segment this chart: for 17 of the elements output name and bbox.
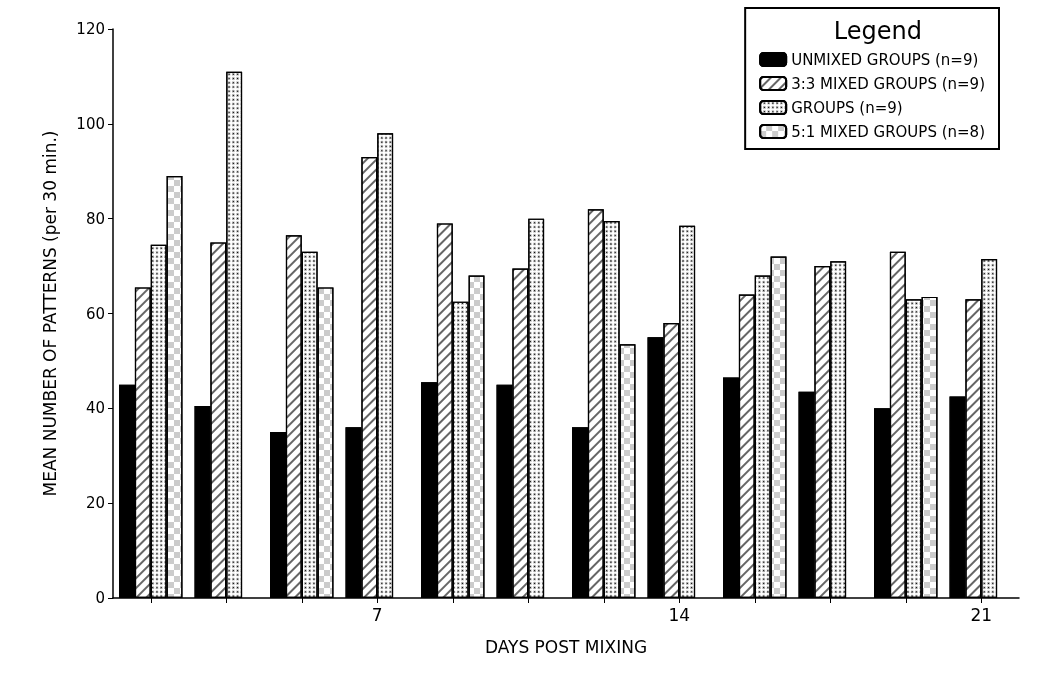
- legend-label: 5:1 MIXED GROUPS (n=8): [791, 122, 986, 141]
- x-tick-label: 7: [371, 604, 383, 625]
- x-tick-label: 14: [668, 604, 691, 625]
- x-axis-title: DAYS POST MIXING: [484, 636, 648, 657]
- legend-label: UNMIXED GROUPS (n=9): [791, 50, 979, 69]
- legend-label: 3:3 MIXED GROUPS (n=9): [791, 74, 986, 93]
- x-tick-label: 21: [970, 604, 993, 625]
- y-tick-label: 60: [85, 304, 105, 323]
- y-tick-label: 0: [95, 589, 105, 607]
- y-axis-title: MEAN NUMBER OF PATTERNS (per 30 min.): [39, 130, 60, 497]
- y-tick-label: 120: [76, 20, 105, 38]
- y-tick-label: 40: [85, 399, 105, 418]
- y-tick-label: 100: [76, 114, 105, 133]
- legend-title: Legend: [833, 17, 923, 45]
- y-tick-label: 80: [85, 209, 105, 228]
- y-tick-label: 20: [85, 494, 105, 513]
- legend-label: GROUPS (n=9): [791, 98, 903, 117]
